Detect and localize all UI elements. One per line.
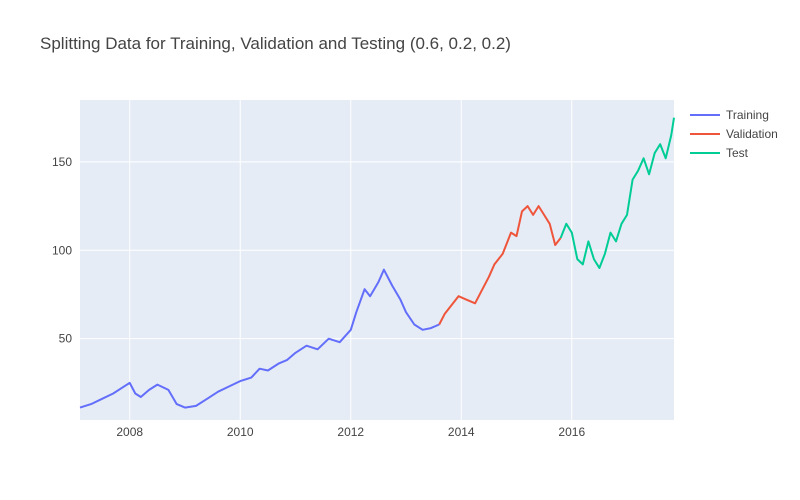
series-line-test [559, 117, 675, 269]
y-tick-label: 100 [52, 243, 72, 257]
x-tick-label: 2008 [116, 425, 143, 439]
x-tick-label: 2010 [227, 425, 254, 439]
x-tick-label: 2014 [448, 425, 475, 439]
grid [80, 100, 674, 420]
legend-label: Test [726, 146, 749, 160]
legend-item-validation[interactable]: Validation [690, 127, 778, 141]
plot-area [80, 100, 674, 420]
tick-labels: 2008 2010 2012 2014 2016 50 100 150 [52, 155, 585, 439]
x-tick-label: 2012 [337, 425, 364, 439]
legend-label: Validation [726, 127, 778, 141]
legend-label: Training [726, 108, 769, 122]
series-line-training [79, 268, 440, 409]
y-tick-label: 150 [52, 155, 72, 169]
y-tick-label: 50 [59, 332, 73, 346]
legend-item-training[interactable]: Training [690, 108, 769, 122]
legend-item-test[interactable]: Test [690, 146, 749, 160]
chart-title: Splitting Data for Training, Validation … [40, 34, 511, 53]
legend[interactable]: Training Validation Test [690, 108, 778, 160]
series-line-validation [438, 205, 562, 325]
x-tick-label: 2016 [558, 425, 585, 439]
series-lines [79, 117, 675, 409]
